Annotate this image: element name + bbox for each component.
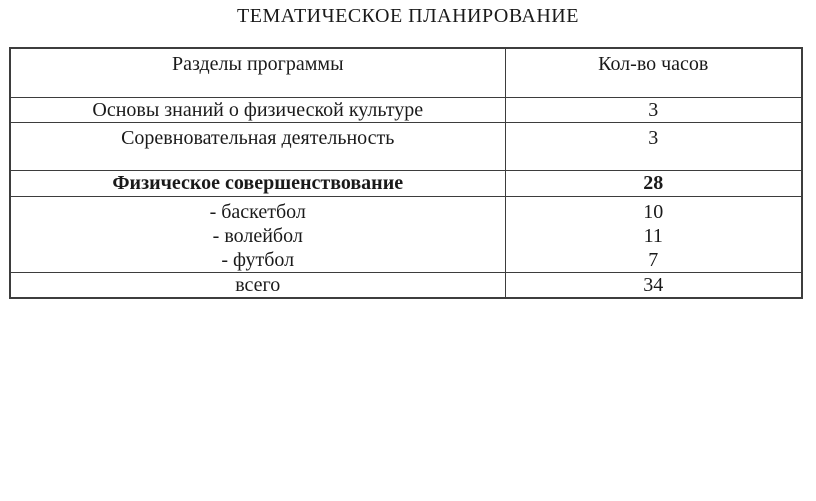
document-page: ТЕМАТИЧЕСКОЕ ПЛАНИРОВАНИЕ Разделы програ… [0,5,816,299]
cell-hours-total: 34 [504,271,803,298]
hours-line-volleyball: 11 [643,224,663,247]
table-header-row: Разделы программы Кол-во часов [9,47,803,98]
hours-line-football: 7 [648,248,659,271]
column-header-sections: Разделы программы [9,47,506,98]
cell-section-perfection: Физическое совершенствование [9,169,506,197]
cell-section-basics: Основы знаний о физической культуре [9,96,506,123]
table-row-total: всего 34 [9,271,803,298]
cell-section-total: всего [9,271,506,298]
cell-hours-sports: 10 11 7 [504,195,803,273]
cell-hours-perfection: 28 [504,169,803,197]
sport-line-basketball: - баскетбол [209,200,306,223]
table-row-perfection: Физическое совершенствование 28 [9,169,803,197]
table-row-competition: Соревновательная деятельность 3 [9,121,803,171]
hours-line-basketball: 10 [643,200,664,223]
column-header-hours: Кол-во часов [504,47,803,98]
page-title: ТЕМАТИЧЕСКОЕ ПЛАНИРОВАНИЕ [237,5,579,27]
cell-hours-competition: 3 [504,121,803,171]
table-row-basics: Основы знаний о физической культуре 3 [9,96,803,123]
table-row-sports: - баскетбол - волейбол - футбол 10 11 7 [9,195,803,273]
sport-line-volleyball: - волейбол [212,224,303,247]
sport-line-football: - футбол [221,248,295,271]
cell-hours-basics: 3 [504,96,803,123]
planning-table: Разделы программы Кол-во часов Основы зн… [9,47,803,299]
cell-section-sports: - баскетбол - волейбол - футбол [9,195,506,273]
cell-section-competition: Соревновательная деятельность [9,121,506,171]
